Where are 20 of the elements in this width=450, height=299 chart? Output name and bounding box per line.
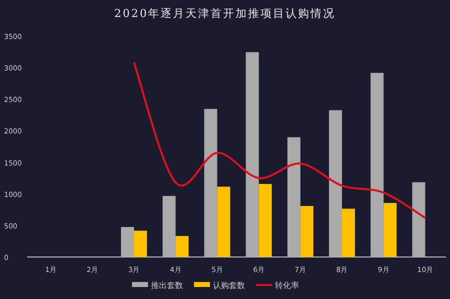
bar	[370, 72, 384, 257]
legend-label: 推出套数	[151, 281, 183, 290]
bar	[287, 137, 300, 257]
bar	[258, 184, 272, 257]
bar	[134, 230, 147, 257]
bar	[300, 206, 314, 257]
bar	[217, 186, 230, 257]
chart-title: 2020年逐月天津首开加推项目认购情况	[114, 7, 336, 20]
bar	[246, 52, 259, 257]
legend-label: 转化率	[275, 281, 299, 290]
bar	[121, 227, 134, 257]
bar	[176, 236, 189, 257]
bar	[412, 182, 426, 257]
bar	[162, 196, 176, 257]
bar	[384, 202, 397, 257]
bar	[329, 110, 342, 257]
line-series	[133, 62, 426, 219]
bar	[204, 108, 218, 257]
legend-label: 认购套数	[213, 281, 245, 290]
bar	[342, 208, 355, 257]
